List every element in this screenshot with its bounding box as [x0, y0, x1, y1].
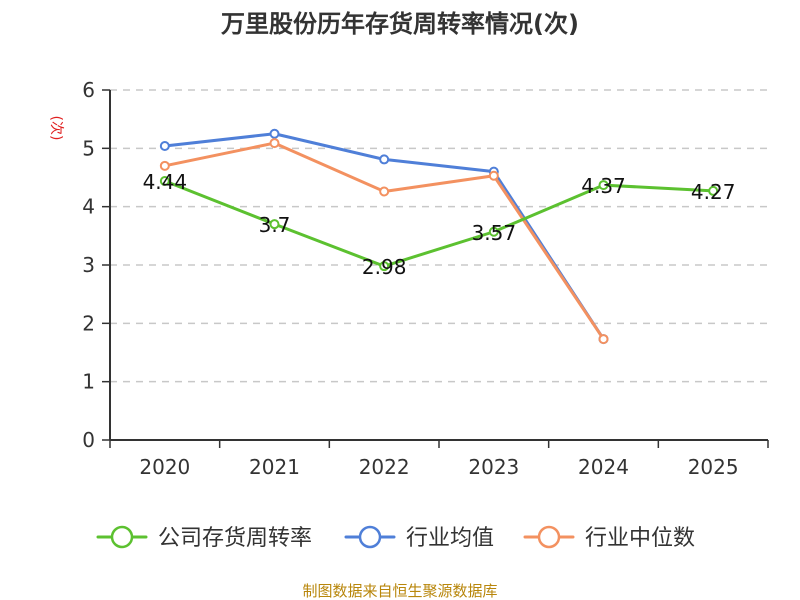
data-point [708, 185, 719, 196]
data-point [269, 138, 280, 149]
series-line [163, 132, 605, 341]
data-label: 4.37 [581, 174, 626, 198]
data-point [379, 154, 390, 165]
grid-layer [110, 89, 768, 383]
y-tick-label: 4 [82, 195, 95, 219]
legend-marker [358, 525, 382, 549]
x-tick-label: 2025 [688, 455, 739, 479]
chart-title: 万里股份历年存货周转率情况(次) [221, 10, 579, 38]
data-point [159, 160, 170, 171]
x-tick-label: 2024 [578, 455, 629, 479]
legend-marker [110, 525, 134, 549]
data-point [488, 226, 499, 237]
source-footer: 制图数据来自恒生聚源数据库 [302, 582, 497, 600]
data-point [488, 170, 499, 181]
y-tick-label: 6 [82, 78, 95, 102]
data-point [269, 219, 280, 230]
data-point [598, 334, 609, 345]
legend-item: 行业均值 [344, 525, 494, 551]
x-tick-label: 2023 [468, 455, 519, 479]
y-tick-label: 5 [82, 136, 95, 160]
data-label: 4.44 [143, 170, 188, 194]
x-tick-label: 2020 [139, 455, 190, 479]
legend-marker [537, 525, 561, 549]
data-point [159, 141, 170, 151]
y-tick-label: 3 [82, 253, 95, 277]
series-line [163, 141, 605, 341]
legend-label: 行业中位数 [585, 526, 695, 551]
y-axis-label: (次) [48, 116, 64, 141]
data-point [379, 261, 390, 272]
data-label: 2.98 [362, 255, 407, 279]
data-label: 3.57 [472, 221, 517, 245]
data-point [159, 176, 170, 186]
data-label: 4.27 [691, 180, 736, 204]
label-layer: 4.44 3.7 2.98 3.57 4.37 4.27 [143, 170, 736, 279]
x-tick-label: 2022 [359, 455, 410, 479]
legend-label: 行业均值 [406, 526, 494, 551]
x-tick-label: 2021 [249, 455, 300, 479]
legend-item: 公司存货周转率 [96, 525, 312, 551]
data-point [269, 128, 280, 139]
axis-layer: 0 1 2 3 4 5 6 2020 2021 2022 2023 2024 2025 [82, 78, 769, 479]
legend-item: 行业中位数 [523, 525, 695, 551]
data-point [598, 180, 609, 191]
series-layer [159, 128, 719, 345]
series-line [163, 179, 715, 268]
y-tick-label: 2 [82, 311, 95, 335]
y-tick-label: 0 [82, 428, 95, 452]
legend: 公司存货周转率 行业均值 行业中位数 [96, 525, 695, 551]
data-point [379, 186, 390, 197]
y-tick-label: 1 [82, 370, 95, 394]
data-label: 3.7 [259, 213, 291, 237]
legend-label: 公司存货周转率 [158, 526, 312, 551]
